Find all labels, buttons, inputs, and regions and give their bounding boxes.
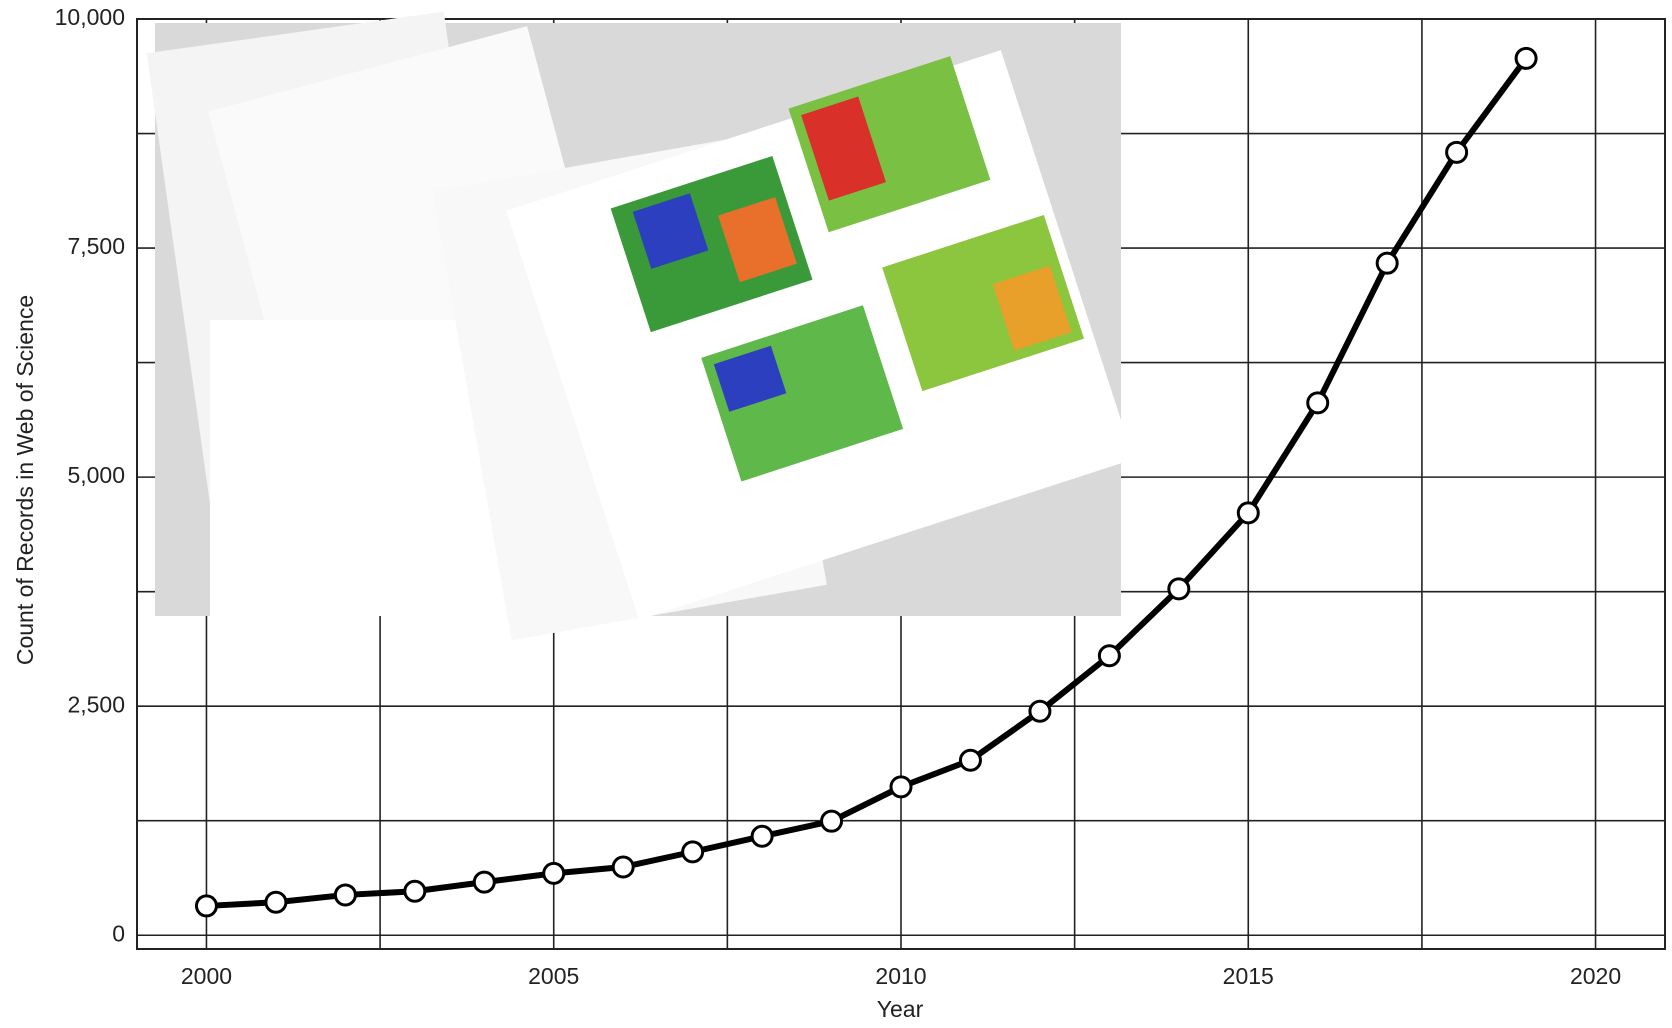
data-point xyxy=(335,885,355,905)
data-point xyxy=(1516,48,1536,68)
data-point xyxy=(266,892,286,912)
data-point xyxy=(1377,253,1397,273)
data-point xyxy=(405,881,425,901)
x-tick-label: 2015 xyxy=(1223,963,1274,989)
data-point xyxy=(822,811,842,831)
x-tick-label: 2020 xyxy=(1570,963,1621,989)
inset-image xyxy=(147,12,1134,641)
data-point xyxy=(752,826,772,846)
data-point xyxy=(1030,701,1050,721)
page: Year Count of Records in Web of Science … xyxy=(0,0,1672,1028)
data-point xyxy=(891,777,911,797)
x-tick-label: 2010 xyxy=(875,963,926,989)
data-point xyxy=(1169,579,1189,599)
data-point xyxy=(544,863,564,883)
data-point xyxy=(474,872,494,892)
y-tick-label: 5,000 xyxy=(67,462,125,488)
data-point xyxy=(1447,142,1467,162)
y-axis-label: Count of Records in Web of Science xyxy=(12,295,38,665)
y-tick-label: 7,500 xyxy=(67,233,125,259)
x-tick-label: 2005 xyxy=(528,963,579,989)
x-axis-label: Year xyxy=(877,996,924,1022)
data-point xyxy=(683,842,703,862)
y-tick-label: 2,500 xyxy=(67,691,125,717)
data-point xyxy=(960,750,980,770)
y-tick-label: 10,000 xyxy=(55,4,125,30)
data-point xyxy=(1238,503,1258,523)
data-point xyxy=(196,896,216,916)
data-point xyxy=(1308,393,1328,413)
chart: Year Count of Records in Web of Science … xyxy=(0,0,1672,1028)
data-point xyxy=(613,857,633,877)
y-tick-label: 0 xyxy=(112,920,125,946)
data-point xyxy=(1099,646,1119,666)
x-tick-label: 2000 xyxy=(181,963,232,989)
